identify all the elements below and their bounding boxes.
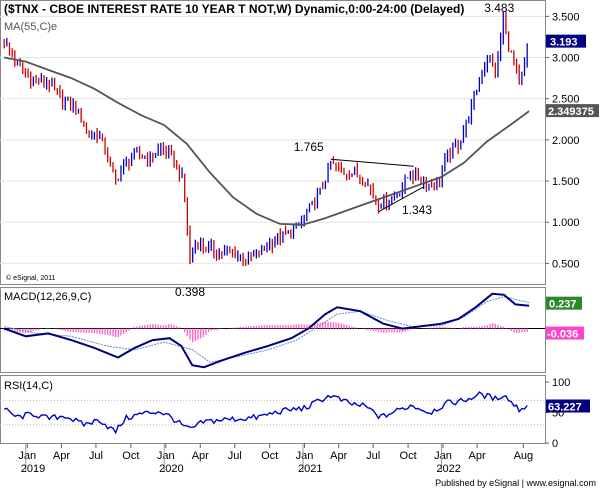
rsi-tick-label: 100 <box>552 377 570 389</box>
price-panel <box>0 0 546 285</box>
x-year-label: 2021 <box>298 463 322 475</box>
x-month-label: Apr <box>469 450 486 462</box>
trendlines <box>330 158 424 212</box>
hist-value-text: -0.036 <box>547 329 578 341</box>
rsi-value-text: 63.227 <box>548 401 582 413</box>
x-axis: Jan Apr Jul Oct Jan Apr Jul Oct Jan Apr Jul Oct Jan A… <box>18 443 533 475</box>
rsi-line <box>4 391 528 435</box>
ma-line <box>4 56 530 226</box>
macd-value-badge <box>546 296 582 310</box>
x-year-label: 2022 <box>436 463 460 475</box>
x-month-label: Jul <box>89 450 103 462</box>
macd-lines <box>0 292 545 369</box>
ma-value-badge <box>546 104 599 118</box>
price-tick-label: 2.500 <box>552 94 580 106</box>
price-tick-label: 3.000 <box>552 53 580 65</box>
rsi-value-badge <box>546 399 590 413</box>
x-month-label: Jan <box>18 450 36 462</box>
price-tick-label: 2.000 <box>552 135 580 147</box>
price-candles <box>3 11 528 267</box>
ma-label: MA(55,C)e <box>4 21 57 33</box>
price-annotation: 1.765 <box>294 140 324 154</box>
trendline <box>378 186 424 212</box>
x-month-label: Oct <box>261 450 278 462</box>
price-y-grid <box>0 15 545 264</box>
price-tick-label: 1.000 <box>552 217 580 229</box>
price-tick-label: 1.500 <box>552 176 580 188</box>
price-annotation: 0.398 <box>175 285 205 299</box>
x-month-label: Apr <box>192 450 209 462</box>
x-month-label: Oct <box>122 450 139 462</box>
x-month-label: Aug <box>514 450 534 462</box>
rsi-lines <box>0 391 545 435</box>
rsi-label: RSI(14,C) <box>4 380 53 392</box>
x-year-label: 2019 <box>21 463 45 475</box>
price-annotations: 3.483 1.765 1.343 0.398 <box>175 1 515 299</box>
footer-text: Published by eSignal | www.esignal.com <box>435 478 596 488</box>
x-month-label: Jul <box>228 450 242 462</box>
x-month-label: Jul <box>366 450 380 462</box>
x-month-label: Oct <box>400 450 417 462</box>
rsi-tick-label: 0 <box>552 438 558 450</box>
macd-label: MACD(12,26,9,C) <box>4 291 91 303</box>
x-month-label: Apr <box>53 450 70 462</box>
footer-bar <box>0 474 600 490</box>
trendline <box>330 158 414 167</box>
last-price-text: 3.193 <box>550 37 578 49</box>
ma-value-text: 2.349375 <box>548 106 594 118</box>
x-month-label: Apr <box>330 450 347 462</box>
copyright: © eSignal, 2011 <box>6 274 56 282</box>
hist-value-badge <box>546 326 584 340</box>
chart-title: ($TNX - CBOE INTEREST RATE 10 YEAR T NOT… <box>4 2 464 16</box>
x-month-label: Jan <box>434 450 452 462</box>
last-price-badge <box>546 34 586 48</box>
macd-value-text: 0.237 <box>549 299 577 311</box>
price-y-axis: 3.500 3.000 2.500 2.000 1.500 1.000 0.500 <box>545 11 580 270</box>
price-tick-label: 3.500 <box>552 11 580 23</box>
price-annotation: 1.343 <box>402 203 432 217</box>
rsi-panel <box>0 375 546 444</box>
x-year-label: 2020 <box>159 463 183 475</box>
x-month-label: Jan <box>157 450 175 462</box>
price-tick-label: 0.500 <box>552 258 580 270</box>
price-annotation: 3.483 <box>484 1 514 15</box>
x-month-label: Jan <box>296 450 314 462</box>
macd-line <box>3 292 530 369</box>
